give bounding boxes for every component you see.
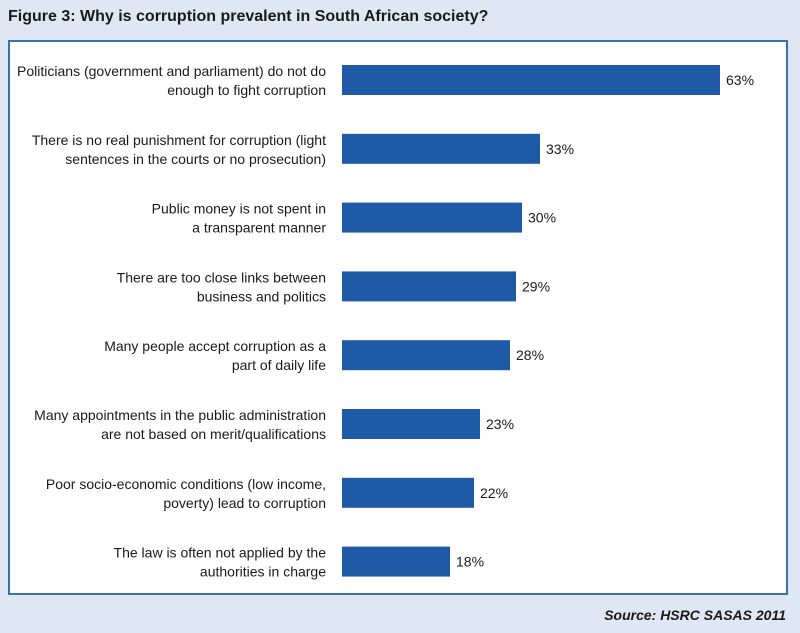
bar bbox=[342, 202, 522, 233]
value-label: 33% bbox=[546, 141, 574, 157]
category-label: There are too close links between busines… bbox=[117, 269, 326, 304]
category-label-line: authorities in charge bbox=[200, 564, 326, 580]
value-label: 30% bbox=[528, 210, 556, 226]
category-label-line: a transparent manner bbox=[192, 220, 326, 236]
value-label: 63% bbox=[726, 72, 754, 88]
category-label: Public money is not spent in a transparen… bbox=[152, 201, 327, 236]
bar bbox=[342, 271, 516, 302]
category-label-line: The law is often not applied by the bbox=[114, 545, 327, 561]
source-note: Source: HSRC SASAS 2011 bbox=[604, 607, 786, 623]
bar bbox=[342, 409, 480, 439]
category-label-line: business and politics bbox=[197, 288, 326, 304]
category-label-line: part of daily life bbox=[232, 357, 326, 373]
category-label-line: poverty) lead to corruption bbox=[163, 495, 326, 511]
category-label-line: Public money is not spent in bbox=[152, 201, 326, 217]
bar bbox=[342, 340, 510, 371]
bar bbox=[342, 133, 540, 164]
value-label: 28% bbox=[516, 347, 544, 363]
category-label-line: Politicians (government and parliament) … bbox=[17, 63, 326, 79]
bar bbox=[342, 477, 474, 508]
category-label: Politicians (government and parliament) … bbox=[17, 63, 326, 98]
value-label: 23% bbox=[486, 416, 514, 432]
category-label-line: Many appointments in the public administ… bbox=[34, 407, 326, 423]
category-label-line: sentences in the courts or no prosecutio… bbox=[65, 151, 326, 167]
category-label: The law is often not applied by the autho… bbox=[114, 545, 327, 580]
value-label: 18% bbox=[456, 554, 484, 570]
category-label-line: There is no real punishment for corrupti… bbox=[32, 132, 326, 148]
category-label-line: are not based on merit/qualifications bbox=[101, 426, 326, 442]
chart-panel: Politicians (government and parliament) … bbox=[8, 40, 788, 595]
value-label: 22% bbox=[480, 485, 508, 501]
category-label: There is no real punishment for corrupti… bbox=[32, 132, 326, 167]
category-label-line: Many people accept corruption as a bbox=[104, 338, 326, 354]
value-label: 29% bbox=[522, 278, 550, 294]
figure-title: Figure 3: Why is corruption prevalent in… bbox=[8, 8, 489, 25]
category-label: Many people accept corruption as a part o… bbox=[104, 338, 326, 373]
category-label-line: There are too close links between bbox=[117, 269, 326, 285]
bar-chart: Politicians (government and parliament) … bbox=[17, 63, 754, 580]
category-label-line: enough to fight corruption bbox=[167, 82, 326, 98]
bar bbox=[342, 65, 720, 95]
category-label: Many appointments in the public administ… bbox=[34, 407, 326, 442]
category-label-line: Poor socio-economic conditions (low inco… bbox=[46, 476, 326, 492]
bar bbox=[342, 546, 450, 577]
category-label: Poor socio-economic conditions (low inco… bbox=[46, 476, 326, 511]
